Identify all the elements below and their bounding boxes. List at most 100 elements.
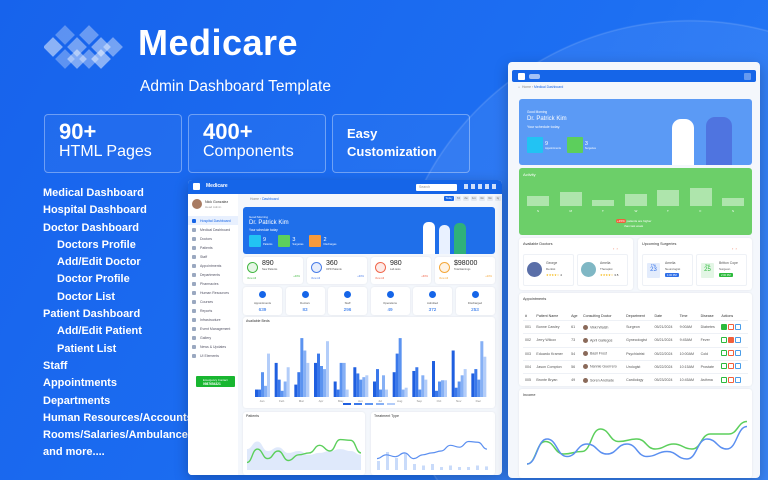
sidebar-item[interactable]: Infrastructure	[188, 315, 238, 324]
doctor-avatar	[583, 351, 588, 357]
period-button[interactable]: 7d	[455, 196, 462, 201]
card-title: Available Beds	[246, 319, 270, 323]
banner-stat-value: 3	[292, 236, 296, 243]
sidebar-item[interactable]: Medical Dashboard	[188, 225, 238, 234]
edit-icon[interactable]	[721, 350, 728, 357]
settings-icon[interactable]	[492, 184, 496, 189]
doctor-role: Therapist	[600, 267, 613, 271]
sidebar-item[interactable]: Pharmacies	[188, 279, 238, 288]
view-all-link[interactable]: View All	[439, 277, 449, 280]
bed-bar	[333, 381, 337, 397]
sidebar-item[interactable]: Reports	[188, 306, 238, 315]
doctor-card[interactable]: George Dentist ★★★★☆ 4	[523, 254, 574, 286]
menu-icon[interactable]	[193, 183, 200, 190]
carousel-arrows[interactable]: ‹ ›	[732, 246, 737, 251]
table-row: 003 Eduardo Kramer 54 Basil Frost Psychiatri…	[523, 347, 748, 361]
bed-bar	[297, 372, 301, 397]
card-title: Available Doctors	[523, 242, 553, 246]
treatment-bar	[476, 465, 479, 470]
delete-icon[interactable]	[728, 323, 735, 330]
table-cell: 05/21/2024	[652, 320, 678, 335]
bed-bar	[401, 389, 405, 397]
breadcrumb-home[interactable]: Home	[521, 85, 531, 89]
edit-icon[interactable]	[721, 376, 728, 383]
table-cell: 10:15AM	[677, 360, 699, 374]
view-icon[interactable]	[735, 376, 742, 383]
page-list-item: Appointments	[43, 377, 117, 390]
emergency-contact-button[interactable]: Emergency Contact 0987654321	[196, 376, 235, 387]
doctor-illustration	[454, 223, 466, 254]
doctor-illustration	[672, 119, 694, 165]
surgery-date-number: 23	[650, 267, 657, 273]
activity-day-label: S	[732, 209, 735, 213]
delete-icon[interactable]	[728, 376, 735, 383]
patients-line	[246, 438, 362, 464]
actions-cell	[719, 347, 748, 361]
page-list-item: Doctor Profile	[57, 273, 130, 286]
period-button[interactable]: 1m	[470, 196, 478, 201]
sidebar-item[interactable]: News & Updates	[188, 342, 238, 351]
emergency-label: Emergency Contact	[203, 377, 228, 382]
delete-icon[interactable]	[728, 336, 735, 343]
period-button[interactable]: 2w	[462, 196, 470, 201]
bed-bar	[323, 369, 326, 397]
breadcrumb-home[interactable]: Home	[250, 197, 260, 201]
period-button[interactable]: 1y	[494, 196, 501, 201]
treatment-type-card: Treatment Type	[371, 412, 495, 475]
edit-icon[interactable]	[721, 363, 728, 370]
navbar-icons	[464, 184, 498, 190]
sidebar-item[interactable]: Departments	[188, 270, 238, 279]
bed-bar	[300, 338, 304, 397]
banner-stat-value: 9	[263, 236, 267, 243]
view-icon[interactable]	[735, 323, 742, 330]
feature-label: Components	[203, 143, 294, 160]
period-button[interactable]: 3m	[478, 196, 486, 201]
edit-icon[interactable]	[721, 323, 728, 330]
view-icon[interactable]	[735, 350, 742, 357]
edit-icon[interactable]	[721, 336, 728, 343]
notification-icon[interactable]	[744, 72, 751, 80]
carousel-arrows[interactable]: ‹ ›	[613, 246, 618, 251]
sidebar-item-label: Appointments	[200, 263, 222, 268]
surgery-card[interactable]: Sat 25 Britton Cope Surgeon 2:00 PM	[696, 254, 747, 286]
bed-bar	[382, 375, 385, 397]
surgery-card[interactable]: Thu 23 Amelia Neurologist 1:00 PM	[642, 254, 693, 286]
counter-value: 372	[428, 307, 437, 312]
sidebar-item-icon	[192, 272, 196, 277]
flag-icon[interactable]	[464, 184, 468, 189]
period-button[interactable]: Today	[444, 196, 454, 201]
table-cell: Basil Frost	[581, 347, 625, 361]
sidebar-item[interactable]: Courses	[188, 297, 238, 306]
sidebar-item[interactable]: Hospital Dashboard	[188, 216, 238, 225]
view-all-link[interactable]: View All	[375, 277, 385, 280]
sidebar-item[interactable]: Staff	[188, 252, 238, 261]
doctor-card[interactable]: Amelia Therapist ★★★★☆ 3.5	[577, 254, 628, 286]
menu-icon[interactable]	[518, 72, 525, 80]
table-cell: Eduardo Kramer	[534, 347, 570, 361]
sidebar-item[interactable]: Human Resources	[188, 288, 238, 297]
sidebar-item[interactable]: Gallery	[188, 333, 238, 342]
view-icon[interactable]	[735, 336, 742, 343]
surgery-role: Neurologist	[665, 267, 681, 271]
user-icon[interactable]	[485, 184, 489, 189]
search-input[interactable]: Search	[416, 183, 457, 191]
sidebar-item[interactable]: Appointments	[188, 261, 238, 270]
treatment-bar	[431, 464, 434, 470]
sidebar-item[interactable]: Doctors	[188, 234, 238, 243]
period-button[interactable]: 6m	[486, 196, 494, 201]
sidebar-item[interactable]: UI Elements	[188, 351, 238, 360]
sidebar-item[interactable]: Patients	[188, 243, 238, 252]
delete-icon[interactable]	[728, 350, 735, 357]
delete-icon[interactable]	[728, 363, 735, 370]
mail-icon[interactable]	[478, 184, 482, 189]
bell-icon[interactable]	[471, 184, 475, 189]
view-all-link[interactable]: View All	[311, 277, 321, 280]
table-cell: Soren Andrade	[581, 373, 625, 388]
page-list: Medical Dashboard Hospital Dashboard Docto…	[43, 185, 193, 462]
page-list-item: Add/Edit Doctor	[57, 256, 141, 269]
view-icon[interactable]	[735, 363, 742, 370]
view-all-link[interactable]: View All	[247, 277, 257, 280]
sidebar-item[interactable]: Event Management	[188, 324, 238, 333]
table-cell: 003	[523, 347, 535, 361]
card-title: Upcoming Surgeries	[642, 242, 677, 246]
